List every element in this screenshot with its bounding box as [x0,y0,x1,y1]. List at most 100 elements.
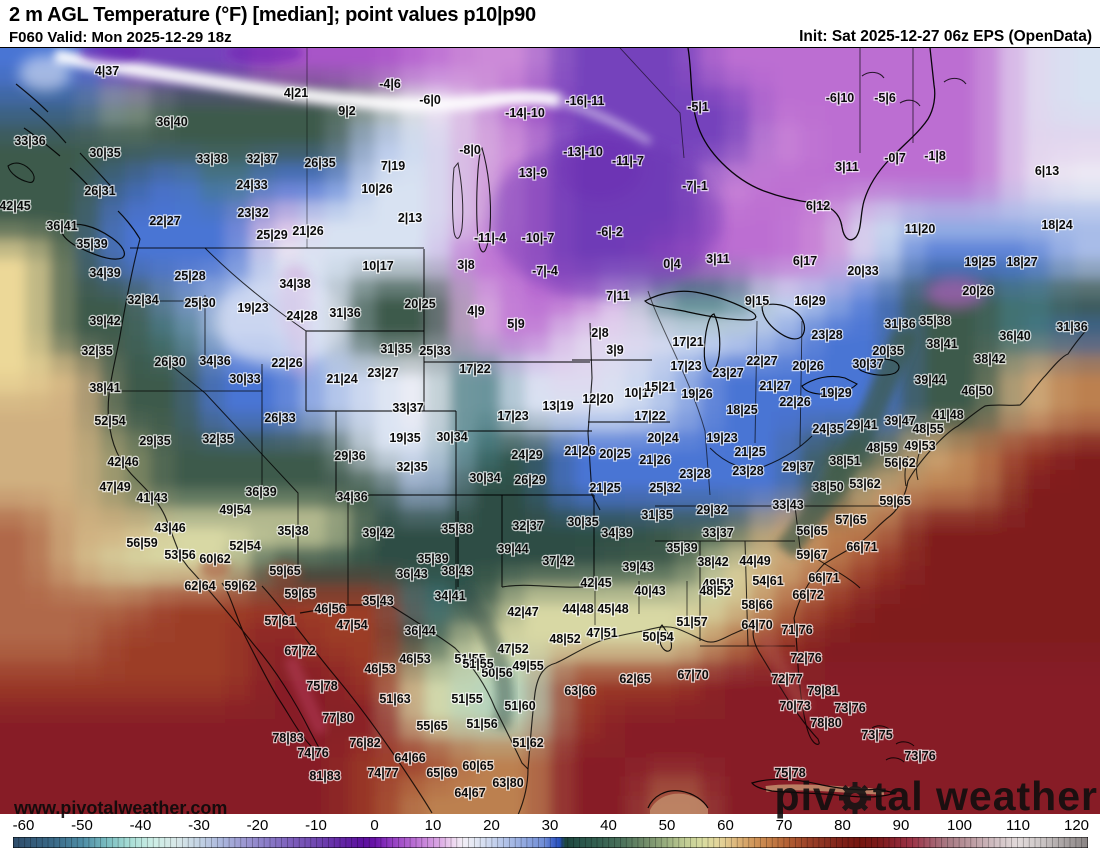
svg-text:29|41: 29|41 [846,418,877,432]
svg-text:36|40: 36|40 [156,115,187,129]
svg-text:52|54: 52|54 [94,414,125,428]
svg-text:26|33: 26|33 [264,411,295,425]
svg-text:-1|8: -1|8 [924,149,946,163]
svg-text:19|35: 19|35 [389,431,420,445]
svg-text:48|52: 48|52 [549,632,580,646]
svg-text:36|39: 36|39 [245,485,276,499]
svg-text:73|76: 73|76 [904,749,935,763]
svg-text:4|9: 4|9 [467,304,484,318]
svg-text:20|35: 20|35 [872,344,903,358]
svg-text:30|35: 30|35 [89,146,120,160]
svg-text:21|24: 21|24 [326,372,357,386]
svg-text:21|25: 21|25 [589,481,620,495]
svg-text:-8|0: -8|0 [459,143,481,157]
svg-text:51|62: 51|62 [512,736,543,750]
svg-text:47|54: 47|54 [336,618,367,632]
svg-text:66|72: 66|72 [792,588,823,602]
svg-text:21|26: 21|26 [639,453,670,467]
svg-text:31|36: 31|36 [1056,320,1087,334]
svg-text:35|38: 35|38 [277,524,308,538]
svg-text:62|65: 62|65 [619,672,650,686]
svg-text:17|22: 17|22 [634,409,665,423]
svg-text:23|32: 23|32 [237,206,268,220]
svg-text:5|9: 5|9 [507,317,524,331]
svg-text:39|44: 39|44 [914,373,945,387]
svg-text:29|37: 29|37 [782,460,813,474]
svg-text:-5|6: -5|6 [874,91,896,105]
svg-text:67|72: 67|72 [284,644,315,658]
svg-text:21|26: 21|26 [292,224,323,238]
svg-text:64|67: 64|67 [454,786,485,800]
svg-text:7|11: 7|11 [606,289,630,303]
svg-text:20|33: 20|33 [847,264,878,278]
svg-text:63|66: 63|66 [564,684,595,698]
svg-text:42|45: 42|45 [580,576,611,590]
svg-text:53|56: 53|56 [164,548,195,562]
svg-text:6|17: 6|17 [793,254,817,268]
svg-text:20|25: 20|25 [599,447,630,461]
svg-text:67|70: 67|70 [677,668,708,682]
svg-text:47|49: 47|49 [99,480,130,494]
svg-text:30|35: 30|35 [567,515,598,529]
svg-text:-5|1: -5|1 [687,100,709,114]
svg-text:12|20: 12|20 [582,392,613,406]
svg-text:23|28: 23|28 [811,328,842,342]
svg-text:56|65: 56|65 [796,524,827,538]
svg-text:34|41: 34|41 [434,589,465,603]
svg-text:10|26: 10|26 [361,182,392,196]
svg-text:9|15: 9|15 [745,294,769,308]
svg-text:21|25: 21|25 [734,445,765,459]
svg-text:-7|-4: -7|-4 [532,264,558,278]
svg-text:26|29: 26|29 [514,473,545,487]
svg-text:0|4: 0|4 [663,257,680,271]
svg-text:73|75: 73|75 [861,728,892,742]
svg-text:48|59: 48|59 [866,441,897,455]
svg-text:56|59: 56|59 [126,536,157,550]
svg-text:41|43: 41|43 [136,491,167,505]
svg-text:54|61: 54|61 [752,574,783,588]
svg-text:-6|10: -6|10 [826,91,855,105]
svg-text:21|27: 21|27 [759,379,790,393]
svg-text:22|27: 22|27 [149,214,180,228]
svg-text:35|39: 35|39 [666,541,697,555]
svg-text:75|78: 75|78 [774,766,805,780]
svg-text:63|80: 63|80 [492,776,523,790]
svg-text:62|64: 62|64 [184,579,215,593]
svg-text:45|48: 45|48 [597,602,628,616]
svg-text:9|2: 9|2 [338,104,355,118]
svg-text:36|40: 36|40 [999,329,1030,343]
svg-text:78|80: 78|80 [810,716,841,730]
svg-text:-13|-10: -13|-10 [563,145,603,159]
svg-text:23|27: 23|27 [712,366,743,380]
svg-text:33|38: 33|38 [196,152,227,166]
svg-text:32|37: 32|37 [512,519,543,533]
svg-text:23|27: 23|27 [367,366,398,380]
svg-text:36|41: 36|41 [46,219,77,233]
svg-text:6|12: 6|12 [806,199,830,213]
svg-text:23|28: 23|28 [732,464,763,478]
svg-text:79|81: 79|81 [807,684,838,698]
svg-text:23|28: 23|28 [679,467,710,481]
svg-text:22|27: 22|27 [746,354,777,368]
svg-text:31|36: 31|36 [329,306,360,320]
svg-text:51|55: 51|55 [451,692,482,706]
svg-text:17|23: 17|23 [497,409,528,423]
svg-text:70|73: 70|73 [779,699,810,713]
svg-text:49|55: 49|55 [512,659,543,673]
svg-text:64|66: 64|66 [394,751,425,765]
svg-text:73|76: 73|76 [834,701,865,715]
svg-text:32|34: 32|34 [127,293,158,307]
svg-text:35|38: 35|38 [441,522,472,536]
svg-text:52|54: 52|54 [229,539,260,553]
svg-text:74|77: 74|77 [367,766,398,780]
svg-text:50|56: 50|56 [481,666,512,680]
svg-text:-6|0: -6|0 [419,93,441,107]
svg-text:2|8: 2|8 [591,326,608,340]
svg-text:3|8: 3|8 [457,258,474,272]
svg-text:30|34: 30|34 [469,471,500,485]
svg-text:60|65: 60|65 [462,759,493,773]
svg-text:36|44: 36|44 [404,624,435,638]
svg-text:34|38: 34|38 [279,277,310,291]
svg-text:24|29: 24|29 [511,448,542,462]
svg-text:33|37: 33|37 [392,401,423,415]
